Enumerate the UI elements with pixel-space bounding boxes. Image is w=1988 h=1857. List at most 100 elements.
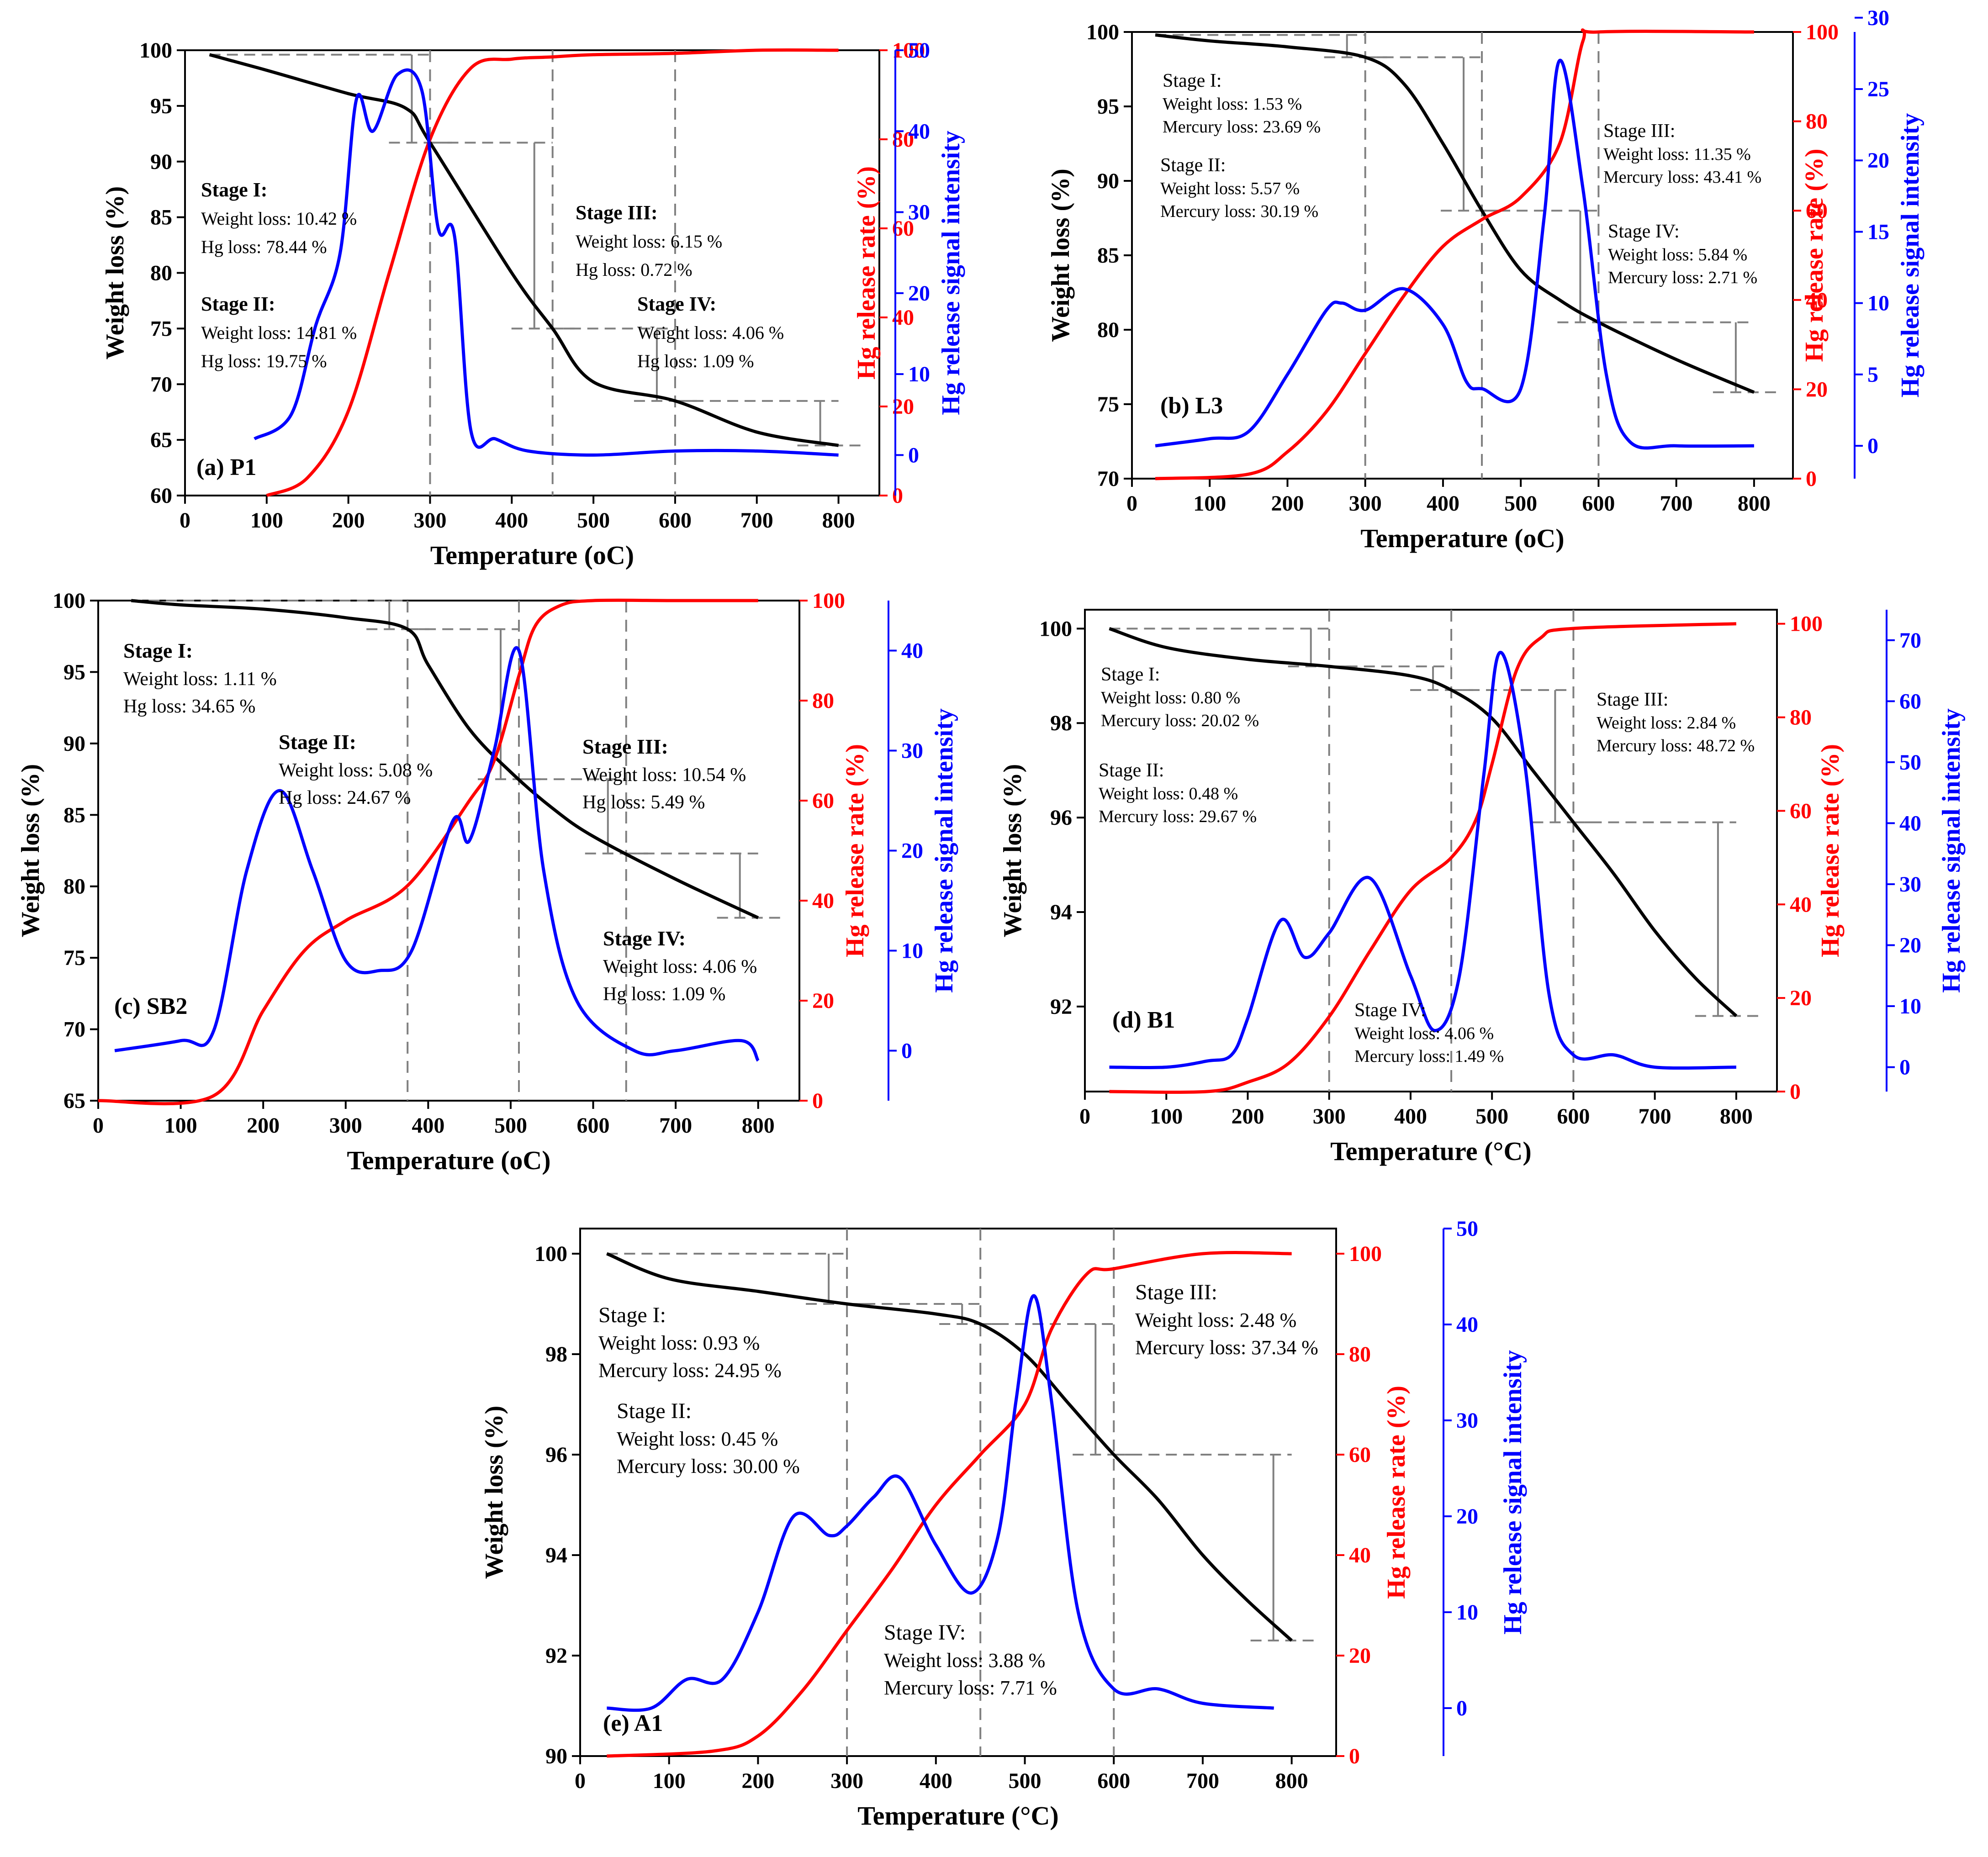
panel-label: (e) A1 (603, 1710, 663, 1736)
y-tick-label-signal: 0 (901, 1039, 912, 1063)
y-tick-label-release: 0 (892, 484, 903, 508)
y-tick-label-release: 80 (812, 689, 834, 713)
x-axis-title: Temperature (oC) (430, 540, 634, 570)
y-axis-title-weight: Weight loss (%) (480, 1406, 508, 1579)
x-tick-label: 700 (1186, 1769, 1219, 1793)
stage-annotation-4: Stage IV: Weight loss: 4.06 % Hg loss: 1.0… (603, 927, 757, 1005)
stage-annotation-1: Stage I: Weight loss: 1.11 % Hg loss: 34.6… (123, 639, 277, 717)
stage-value: Weight loss: 14.81 % (201, 322, 357, 343)
stage-annotation-4: Stage IV: Weight loss: 3.88 % Mercury loss… (884, 1620, 1057, 1699)
y-tick-label-release: 40 (1806, 288, 1828, 312)
y-tick-label-signal: 40 (901, 639, 923, 663)
x-axis-title: Temperature (°C) (1330, 1136, 1531, 1166)
y-tick-label-weight: 94 (1050, 900, 1072, 924)
y-tick-label-signal: 10 (1899, 994, 1921, 1018)
stage-value: Weight loss: 4.06 % (603, 956, 757, 977)
stage-value: Weight loss: 0.80 % (1101, 688, 1240, 707)
y-tick-label-weight: 85 (1097, 243, 1119, 268)
y-axis-title-release: Hg release rate (%) (1382, 1386, 1411, 1599)
y-axis-title-weight: Weight loss (%) (101, 186, 129, 360)
stage-value: Mercury loss: 30.00 % (617, 1455, 800, 1477)
y-tick-label-weight: 100 (139, 38, 172, 63)
stage-value: Weight loss: 6.15 % (576, 231, 722, 252)
y-tick-label-signal: 20 (1456, 1504, 1478, 1529)
y-tick-label-signal: 20 (908, 281, 930, 306)
y-tick-label-release: 0 (1349, 1744, 1360, 1768)
x-tick-label: 800 (1275, 1769, 1308, 1793)
y-tick-label-release: 80 (1349, 1342, 1371, 1366)
y-tick-label-signal: 20 (1867, 148, 1889, 173)
stage-value: Mercury loss: 1.49 % (1354, 1047, 1504, 1066)
y-tick-label-release: 0 (1790, 1080, 1801, 1104)
stage-title: Stage I: (1101, 664, 1160, 685)
x-tick-label: 600 (659, 508, 692, 533)
stage-title: Stage I: (1163, 70, 1221, 91)
stage-title: Stage II: (617, 1399, 692, 1423)
x-tick-label: 200 (247, 1113, 280, 1138)
y-tick-label-signal: 10 (908, 362, 930, 386)
y-tick-label-weight: 60 (150, 484, 172, 508)
x-tick-label: 100 (250, 508, 283, 533)
y-tick-label-weight: 92 (1050, 995, 1072, 1019)
y-tick-label-weight: 95 (63, 660, 85, 684)
stage-value: Weight loss: 2.84 % (1597, 713, 1736, 733)
y-tick-label-weight: 90 (63, 732, 85, 756)
x-tick-label: 800 (822, 508, 855, 533)
y-tick-label-release: 40 (812, 889, 834, 913)
stage-annotation-4: Stage IV: Weight loss: 5.84 % Mercury loss… (1608, 221, 1757, 287)
x-tick-label: 600 (1097, 1769, 1130, 1793)
weight-loss-curve (131, 599, 759, 919)
y-tick-label-signal: 0 (908, 443, 919, 467)
y-tick-label-release: 80 (1806, 110, 1828, 134)
stage-title: Stage IV: (884, 1620, 966, 1645)
stage-title: Stage III: (582, 735, 668, 758)
y-tick-label-signal: 10 (901, 939, 923, 963)
y-axis-title-signal: Hg release signal intensity (937, 131, 965, 415)
stage-value: Hg loss: 1.09 % (603, 984, 725, 1005)
y-tick-label-weight: 90 (545, 1744, 567, 1768)
stage-title: Stage I: (598, 1303, 666, 1327)
y-tick-label-weight: 95 (150, 94, 172, 118)
y-tick-label-signal: 70 (1899, 628, 1921, 653)
x-tick-label: 0 (93, 1113, 104, 1138)
stage-title: Stage II: (279, 730, 356, 754)
y-tick-label-release: 0 (1806, 467, 1817, 491)
y-tick-label-weight: 75 (1097, 392, 1119, 417)
x-tick-label: 500 (494, 1113, 527, 1138)
x-tick-label: 200 (1231, 1104, 1264, 1129)
hg-release-signal-curve (1155, 58, 1754, 450)
stage-title: Stage IV: (637, 293, 716, 315)
y-tick-label-release: 80 (1790, 706, 1812, 730)
y-tick-label-signal: 30 (908, 200, 930, 225)
stage-value: Weight loss: 1.11 % (123, 669, 277, 690)
stage-value: Weight loss: 3.88 % (884, 1649, 1045, 1672)
y-tick-label-weight: 85 (150, 206, 172, 230)
stage-annotation-2: Stage II: Weight loss: 5.57 % Mercury loss… (1160, 155, 1318, 221)
plot-frame (579, 1228, 1337, 1757)
y-tick-label-signal: 20 (901, 839, 923, 863)
x-tick-label: 100 (1193, 491, 1226, 516)
stage-annotation-2: Stage II: Weight loss: 0.48 % Mercury loss… (1099, 760, 1257, 826)
x-tick-label: 500 (1504, 491, 1537, 516)
y-axis-title-release: Hg release rate (%) (841, 744, 869, 957)
x-tick-label: 500 (1009, 1769, 1042, 1793)
stage-annotation-2: Stage II: Weight loss: 14.81 % Hg loss: 19… (201, 293, 357, 371)
stage-value: Mercury loss: 23.69 % (1163, 117, 1321, 137)
hg-release-rate-curve (1109, 622, 1736, 1094)
y-tick-label-release: 60 (1349, 1443, 1371, 1467)
x-tick-label: 500 (577, 508, 610, 533)
y-tick-label-signal: 25 (1867, 77, 1889, 101)
y-axis-title-weight: Weight loss (%) (16, 764, 45, 938)
x-tick-label: 300 (329, 1113, 362, 1138)
y-tick-label-weight: 80 (1097, 318, 1119, 342)
x-tick-label: 200 (332, 508, 365, 533)
x-tick-label: 600 (577, 1113, 610, 1138)
y-tick-label-release: 40 (1790, 892, 1812, 917)
y-tick-label-signal: 15 (1867, 220, 1889, 244)
x-tick-label: 100 (164, 1113, 197, 1138)
y-tick-label-release: 0 (812, 1089, 823, 1113)
